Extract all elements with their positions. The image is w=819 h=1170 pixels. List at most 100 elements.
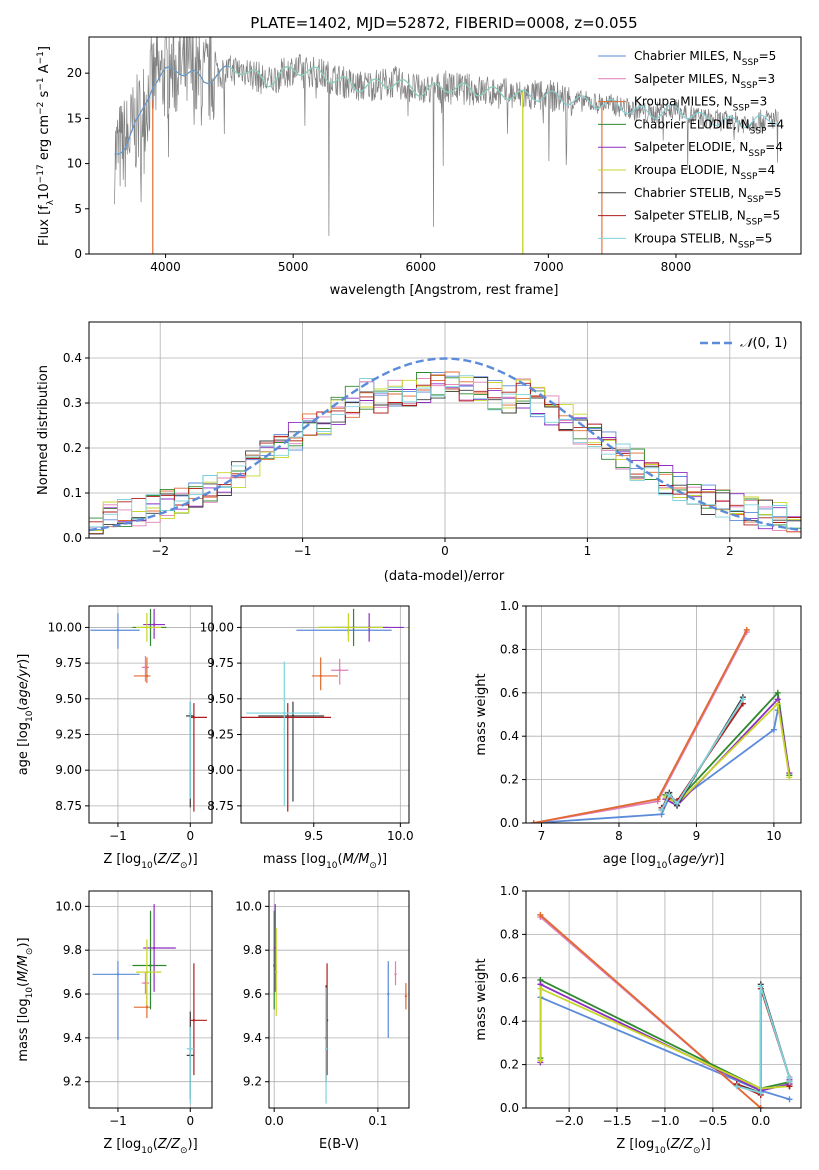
x-axis-label: (data-model)/error	[384, 569, 505, 584]
data-point	[286, 716, 289, 719]
x-tick-label: −2.0	[555, 1114, 584, 1128]
axes-weight_vs_age: 7 8 9 10 0.0 0.2 0.4 0.6 0.8 1.0 age [log10(age/yr…	[474, 599, 802, 871]
axes-frame	[88, 890, 213, 1109]
y-tick-label: 9.50	[207, 692, 234, 706]
series-marker	[757, 1089, 764, 1096]
x-tick-label: 7	[538, 829, 546, 843]
y-tick-label: 1.0	[500, 884, 519, 898]
y-tick-label: 0.1	[63, 486, 82, 500]
y-tick-label: 0.0	[500, 1101, 519, 1115]
y-tick-label: 0.4	[63, 351, 82, 365]
y-tick-label: 0.2	[500, 1058, 519, 1072]
x-tick-label: 8	[615, 829, 623, 843]
plot-area	[537, 911, 793, 1108]
observed-spectrum-line	[114, 37, 779, 236]
y-tick-label: 9.2	[243, 1075, 262, 1089]
legend-entry: Chabrier STELIB, NSSP=5	[634, 186, 782, 205]
series-marker	[658, 806, 665, 813]
figure-title: PLATE=1402, MJD=52872, FIBERID=0008, z=0…	[250, 14, 637, 32]
data-point	[347, 626, 350, 629]
y-tick-label: 0.3	[63, 396, 82, 410]
x-tick-label: 0.0	[751, 1114, 770, 1128]
legend: Chabrier MILES, NSSP=5 Salpeter MILES, NS…	[598, 49, 784, 250]
y-tick-label: 9.75	[207, 656, 234, 670]
data-point	[404, 995, 408, 998]
plot-area	[530, 626, 793, 823]
y-tick-label: 0.8	[500, 927, 519, 941]
x-axis-label: E(B-V)	[319, 1137, 359, 1152]
series-marker	[666, 791, 673, 798]
normal-distribution-line	[89, 357, 801, 532]
y-tick-label: 9.00	[207, 763, 234, 777]
axes-mass_vs_Z: −1 0 9.2 9.4 9.6 9.8 10.0 Z [log10(Z/Z⊙)] mass […	[16, 890, 213, 1156]
plot-area	[114, 37, 779, 254]
data-point	[144, 666, 147, 669]
x-tick-label: 7000	[533, 260, 564, 274]
series-marker	[786, 1096, 793, 1103]
y-axis-label: Flux [fλ10−17 erg cm−2 s−1 A−1]	[36, 46, 56, 246]
series-line-salpeter-stelib	[736, 988, 791, 1097]
series-marker	[757, 983, 764, 990]
y-tick-label: 8.75	[55, 799, 82, 813]
legend-entry: 𝒩(0, 1)	[740, 336, 787, 351]
x-axis-label: Z [log10(Z/Z⊙)]	[103, 1137, 197, 1156]
y-tick-label: 0.8	[500, 642, 519, 656]
y-tick-label: 9.8	[243, 943, 262, 957]
axes-frame	[268, 890, 410, 1109]
series-marker	[743, 626, 750, 633]
y-tick-label: 0.4	[500, 729, 519, 743]
series-line-kroupa-miles	[539, 914, 762, 1108]
data-point	[145, 674, 149, 678]
axes-frame	[525, 605, 802, 824]
y-tick-label: 9.8	[63, 943, 82, 957]
y-axis-label: mass weight	[474, 958, 489, 1040]
data-point	[145, 970, 149, 974]
y-tick-label: 9.00	[55, 763, 82, 777]
axes-frame	[88, 605, 213, 824]
y-tick-label: 9.2	[63, 1075, 82, 1089]
x-tick-label: 0.0	[265, 1114, 284, 1128]
x-tick-label: 4000	[150, 260, 181, 274]
y-tick-label: 0	[74, 247, 82, 261]
plot-area	[241, 608, 404, 812]
histogram-kroupa-stelib	[89, 375, 801, 530]
plot-area	[272, 904, 408, 1104]
series-marker	[537, 985, 544, 992]
axes-frame	[240, 605, 410, 824]
x-tick-label: 9	[693, 829, 701, 843]
x-axis-label: mass [log10(M/M⊙)]	[263, 852, 387, 871]
series-marker	[786, 1078, 793, 1085]
x-tick-label: 0	[186, 1114, 194, 1128]
x-tick-label: 2	[726, 544, 734, 558]
x-tick-label: 6000	[405, 260, 436, 274]
y-tick-label: 10.0	[55, 899, 82, 913]
y-tick-label: 0.0	[500, 816, 519, 830]
series-line-chabrier-miles	[533, 710, 779, 823]
data-point	[192, 1019, 196, 1022]
series-marker	[674, 800, 681, 807]
y-tick-label: 0.6	[500, 971, 519, 985]
data-point	[319, 674, 322, 678]
series-marker	[739, 696, 746, 703]
x-axis-label: wavelength [Angstrom, rest frame]	[330, 283, 559, 298]
x-tick-label: −1.0	[650, 1114, 679, 1128]
axes-age_vs_Z: −1 0 8.75 9.00 9.25 9.50 9.75 10.00 Z [log10(Z/Z…	[16, 605, 213, 871]
x-axis-label: Z [log10(Z/Z⊙)]	[103, 852, 197, 871]
y-tick-label: 9.25	[207, 727, 234, 741]
series-marker	[774, 700, 781, 707]
y-tick-label: 0.2	[63, 441, 82, 455]
plot-area	[89, 357, 801, 535]
x-tick-label: −1.5	[602, 1114, 631, 1128]
series-marker	[537, 1057, 544, 1064]
x-tick-label: 0	[186, 829, 194, 843]
series-marker	[733, 1083, 740, 1090]
data-point	[283, 711, 286, 715]
x-tick-label: 8000	[661, 260, 692, 274]
x-tick-label: −0.5	[698, 1114, 727, 1128]
y-tick-label: 9.50	[55, 692, 82, 706]
y-tick-label: 10.0	[235, 899, 262, 913]
y-tick-label: 10.00	[200, 620, 234, 634]
legend-entry: Kroupa STELIB, NSSP=5	[634, 231, 772, 250]
axes-mass_vs_ebv: 0.0 0.1 9.2 9.4 9.6 9.8 10.0 E(B-V)	[235, 890, 410, 1152]
